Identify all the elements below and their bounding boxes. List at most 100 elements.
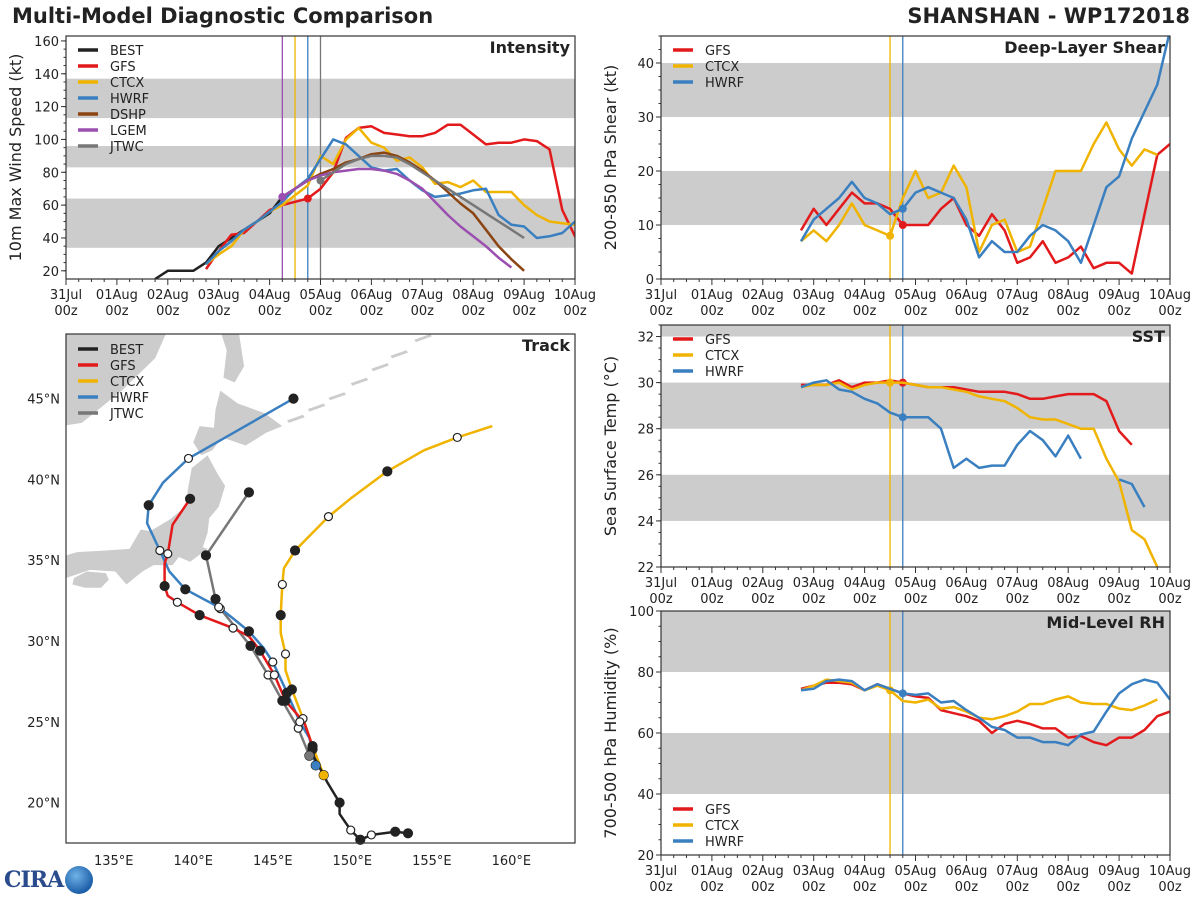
x-tick-label: 05Aug — [895, 288, 937, 303]
init-marker-gfs — [303, 194, 312, 203]
x-tick-label: 07Aug — [401, 288, 443, 303]
x-tick-label: 07Aug — [996, 288, 1038, 303]
legend-label-ctcx: CTCX — [705, 819, 739, 834]
y-tick-label: 30 — [637, 377, 654, 392]
track-point-daily — [281, 687, 293, 698]
track-point-12h — [295, 717, 305, 727]
track-point-daily — [159, 580, 170, 592]
lat-tick-label: 35°N — [27, 554, 60, 569]
init-marker-hwrf — [898, 689, 907, 698]
x-tick-label: 31Jul — [645, 288, 677, 303]
series-line-dshp — [281, 151, 525, 272]
init-marker-ctcx — [886, 378, 895, 387]
x-tick-label: 00z — [853, 304, 877, 319]
legend-label-gfs: GFS — [110, 60, 136, 75]
y-axis-label: 10m Max Wind Speed (kt) — [6, 54, 25, 262]
track-point-12h — [269, 670, 279, 680]
x-tick-label: 00z — [955, 304, 979, 319]
x-tick-label: 00z — [649, 304, 673, 319]
track-point-daily — [334, 797, 345, 808]
series-line-hwrf — [799, 36, 1170, 265]
legend-label-ctcx: CTCX — [705, 349, 739, 364]
x-tick-label: 00z — [258, 304, 282, 319]
chart-rh: 2040608010031Jul00z01Aug00z02Aug00z03Aug… — [601, 605, 1191, 895]
x-tick-label: 08Aug — [1047, 864, 1089, 879]
x-tick-label: 02Aug — [742, 288, 784, 303]
track-point-daily — [143, 500, 154, 511]
lon-tick-label: 155°E — [412, 854, 452, 869]
kuril-island — [287, 414, 305, 423]
track-point-12h — [183, 453, 194, 464]
x-tick-label: 00z — [751, 304, 775, 319]
kyushu-island — [50, 578, 64, 625]
x-tick-label: 00z — [700, 592, 724, 607]
x-tick-label: 05Aug — [895, 576, 937, 591]
x-tick-label: 31Jul — [645, 576, 677, 591]
series-line-hwrf — [205, 138, 575, 266]
y-tick-label: 80 — [637, 666, 654, 681]
track-point-daily — [200, 550, 212, 561]
series-line-jtwc — [319, 154, 525, 240]
x-tick-label: 00z — [1006, 304, 1030, 319]
legend-label-hwrf: HWRF — [705, 835, 744, 850]
legend-label-gfs: GFS — [705, 44, 731, 59]
track-point-daily — [382, 466, 393, 477]
legend-label-dshp: DSHP — [110, 108, 146, 123]
lon-tick-label: 160°E — [492, 854, 532, 869]
track-init-marker-ctcx — [319, 770, 329, 780]
y-axis-label: 200-850 hPa Shear (kt) — [601, 65, 620, 251]
track-point-daily — [402, 828, 414, 839]
track-init-marker-jtwc — [304, 751, 314, 761]
track-point-daily — [194, 610, 205, 621]
y-tick-label: 24 — [637, 515, 654, 530]
x-tick-label: 10Aug — [1149, 288, 1191, 303]
panel-title: Mid-Level RH — [1046, 613, 1165, 632]
init-marker-ctcx — [886, 231, 895, 240]
x-tick-label: 02Aug — [147, 288, 189, 303]
track-point-daily — [355, 834, 366, 845]
x-tick-label: 31Jul — [645, 864, 677, 879]
logo-text: CIRA — [4, 867, 64, 893]
legend-label-hwrf: HWRF — [110, 92, 149, 107]
x-tick-label: 00z — [802, 592, 826, 607]
track-point-12h — [323, 511, 334, 522]
x-tick-label: 00z — [1057, 592, 1081, 607]
legend-label-hwrf: HWRF — [705, 76, 744, 91]
x-tick-label: 00z — [904, 592, 928, 607]
track-point-daily — [184, 493, 196, 504]
x-tick-label: 05Aug — [895, 864, 937, 879]
kuril-island — [328, 392, 346, 401]
y-tick-label: 28 — [637, 423, 654, 438]
y-tick-label: 140 — [34, 68, 59, 83]
y-tick-label: 100 — [629, 605, 654, 620]
track-point-daily — [275, 610, 286, 621]
track-point-daily — [210, 593, 221, 605]
x-tick-label: 31Jul — [50, 288, 82, 303]
track-point-daily — [289, 545, 301, 556]
y-tick-label: 40 — [637, 57, 654, 72]
lon-tick-label: 150°E — [333, 854, 373, 869]
track-point-12h — [163, 549, 173, 559]
track-point-12h — [268, 657, 278, 667]
track-point-12h — [452, 432, 462, 443]
y-tick-label: 10 — [637, 219, 654, 234]
kuril-island — [390, 350, 408, 359]
y-tick-label: 22 — [637, 561, 654, 576]
y-tick-label: 20 — [637, 165, 654, 180]
x-tick-label: 06Aug — [945, 864, 987, 879]
x-tick-label: 10Aug — [1149, 864, 1191, 879]
x-tick-label: 08Aug — [1047, 576, 1089, 591]
x-tick-label: 09Aug — [1098, 576, 1140, 591]
x-tick-label: 07Aug — [996, 576, 1038, 591]
panel-title: Deep-Layer Shear — [1004, 38, 1165, 57]
track-point-12h — [277, 579, 287, 590]
panel-title: Track — [522, 336, 570, 355]
x-tick-label: 06Aug — [945, 576, 987, 591]
shaded-band — [661, 325, 1170, 337]
x-tick-label: 09Aug — [1098, 864, 1140, 879]
legend-label-hwrf: HWRF — [705, 365, 744, 380]
track-point-daily — [254, 645, 266, 656]
x-tick-label: 00z — [1107, 592, 1131, 607]
x-tick-label: 00z — [1057, 880, 1081, 895]
y-tick-label: 60 — [637, 727, 654, 742]
